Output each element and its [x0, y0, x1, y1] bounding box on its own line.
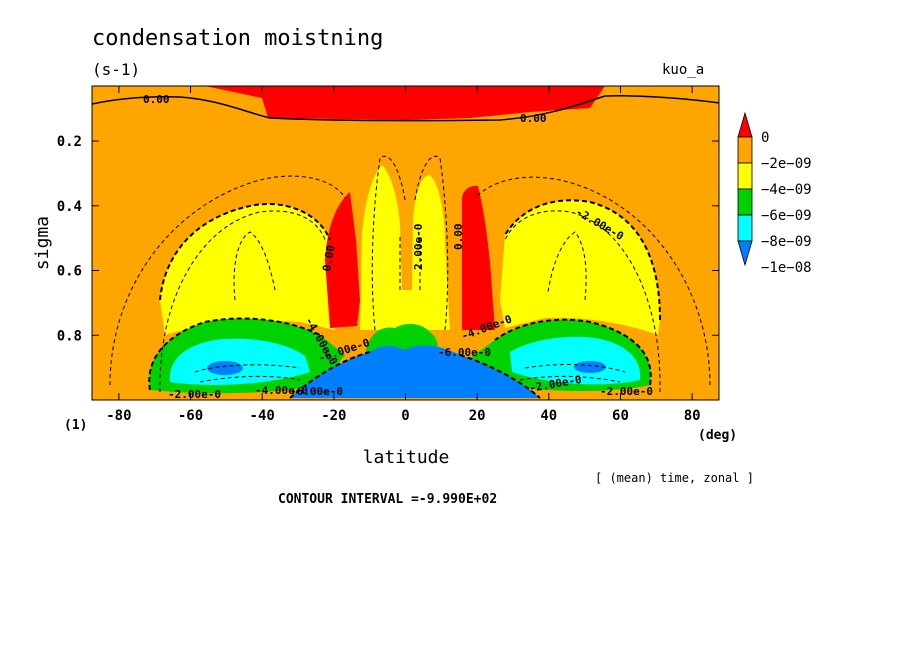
- contour-label-4: 2.00e-0: [412, 224, 425, 270]
- x-tick-label: 40: [540, 408, 557, 424]
- fill-blue-left-core: [207, 361, 243, 375]
- colorbar-swatch: [737, 188, 753, 216]
- x-unit-label: (deg): [698, 428, 737, 443]
- y-tick-label: 0.4: [57, 199, 82, 215]
- x-axis: -80 -60 -40 -20 0 20 40 60 80: [106, 86, 701, 424]
- x-axis-label: latitude: [363, 447, 450, 468]
- fill-yellow-left: [160, 204, 335, 335]
- colorbar-swatch: [737, 240, 753, 267]
- fill-cyan-left: [169, 338, 310, 385]
- contour-label-12: -2.00e-0: [600, 385, 653, 398]
- dashed-contours: [109, 155, 711, 393]
- y-axis-label: sigma: [32, 216, 53, 270]
- colorbar-label: −2e−09: [761, 156, 812, 172]
- x-tick-label: -20: [321, 408, 346, 424]
- bold-contours: [148, 199, 661, 399]
- footnote-left: (1): [64, 418, 87, 433]
- colorbar-label: −6e−09: [761, 208, 812, 224]
- x-tick-label: 20: [469, 408, 486, 424]
- average-note: [ (mean) time, zonal ]: [595, 471, 754, 485]
- fill-red-top: [205, 86, 605, 120]
- x-tick-label: 0: [401, 408, 409, 424]
- fill-red-right-column: [462, 185, 495, 330]
- contour-label-11: -6.00e-0: [438, 346, 491, 359]
- fill-cyan-right: [510, 336, 641, 385]
- chart-title: condensation moistning: [92, 26, 383, 51]
- colorbar-swatch: [737, 162, 753, 190]
- contour-label-14: -6.00e-0: [290, 385, 343, 398]
- colorbar-swatch: [737, 111, 753, 138]
- colorbar: 0 −2e−09 −4e−09 −6e−09 −8e−09 −1e−08: [737, 111, 812, 276]
- colorbar-label: −4e−09: [761, 182, 812, 198]
- contour-label-8: -4.00e-0: [255, 384, 308, 397]
- contour-zero-top: [92, 95, 719, 122]
- x-tick-label: 60: [612, 408, 629, 424]
- fill-yellow-right: [500, 200, 660, 335]
- contour-label-2: 0.00: [520, 112, 547, 125]
- colorbar-label: −8e−09: [761, 234, 812, 250]
- x-tick-label: 80: [684, 408, 701, 424]
- y-axis: 0.2 0.4 0.6 0.8: [57, 134, 719, 344]
- units-label: (s-1): [92, 60, 140, 79]
- contour-label-5: 0.00: [320, 244, 337, 272]
- contour-interval: CONTOUR INTERVAL =-9.990E+02: [278, 492, 497, 507]
- y-tick-label: 0.8: [57, 328, 82, 344]
- x-tick-label: -80: [106, 408, 131, 424]
- contour-label-7: -2.00e-0: [168, 388, 221, 401]
- experiment-label: kuo_a: [662, 62, 704, 78]
- fill-red-left-column: [325, 192, 360, 328]
- fill-blue-right-core: [574, 361, 606, 373]
- colorbar-label: 0: [761, 130, 769, 146]
- fill-yellow-center: [360, 165, 450, 330]
- y-tick-label: 0.6: [57, 264, 82, 280]
- x-tick-label: -60: [178, 408, 203, 424]
- colorbar-swatch: [737, 214, 753, 242]
- plot-area: 0.00 0.00 -2.00e-0 2.00e-0 0.00 0.00 -2.…: [92, 86, 719, 401]
- x-tick-label: -40: [250, 408, 275, 424]
- y-tick-label: 0.2: [57, 134, 82, 150]
- contour-label-1: 0.00: [143, 93, 170, 106]
- colorbar-label: −1e−08: [761, 260, 812, 276]
- colorbar-swatch: [737, 136, 753, 164]
- contour-label-6: 0.00: [452, 224, 465, 251]
